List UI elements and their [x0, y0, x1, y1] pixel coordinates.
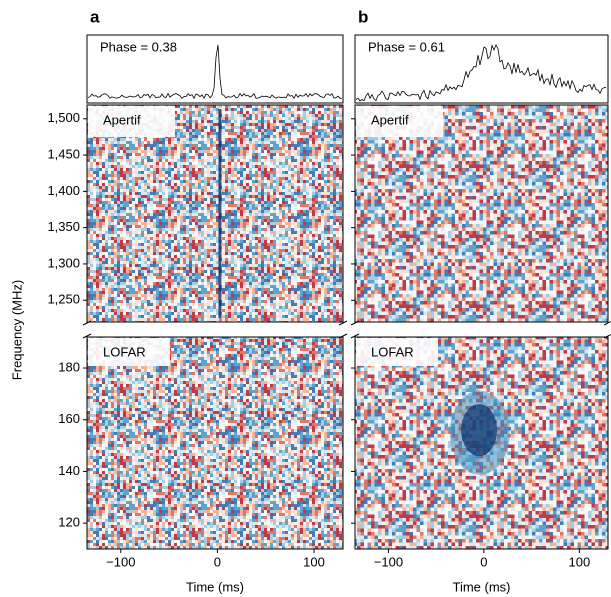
spectrum-background [87, 337, 343, 549]
burst-line [218, 109, 222, 318]
profile-line [355, 43, 607, 102]
inset-label: LOFAR [103, 344, 146, 359]
inset-label-box [356, 338, 438, 366]
y-tick-label: 1,500 [47, 110, 80, 125]
burst-blob-inner [461, 404, 498, 457]
y-tick-label: 120 [58, 515, 80, 530]
axis-break [350, 320, 360, 339]
panel-label: b [358, 7, 368, 26]
y-axis-label: Frequency (MHz) [9, 280, 24, 380]
x-tick-label: 100 [569, 554, 591, 569]
subplot-frame [86, 336, 344, 550]
profile-line [87, 44, 343, 100]
y-tick-label: 180 [58, 359, 80, 374]
x-tick-label: −100 [374, 554, 403, 569]
x-tick-label: −100 [106, 554, 135, 569]
y-tick-label: 1,450 [47, 147, 80, 162]
inset-label: LOFAR [371, 344, 414, 359]
profile-frame [354, 34, 609, 104]
inset-label-box [356, 106, 443, 137]
x-tick-label: 0 [480, 554, 487, 569]
axis-break [603, 320, 611, 339]
spectrum-background [355, 105, 608, 322]
panel-label: a [90, 7, 100, 26]
y-tick-label: 1,300 [47, 255, 80, 270]
phase-annotation: Phase = 0.38 [100, 39, 177, 54]
x-axis-label: Time (ms) [186, 579, 244, 594]
y-tick-label: 1,400 [47, 183, 80, 198]
axis-break [338, 320, 348, 339]
x-tick-label: 100 [303, 554, 325, 569]
x-axis-label: Time (ms) [452, 579, 510, 594]
subplot-frame [354, 104, 609, 323]
x-tick-label: 0 [214, 554, 221, 569]
axis-break [82, 320, 92, 339]
inset-label: Apertif [371, 112, 409, 127]
phase-annotation: Phase = 0.61 [368, 39, 445, 54]
y-tick-label: 140 [58, 463, 80, 478]
inset-label-box [88, 106, 175, 137]
subplot-frame [86, 104, 344, 323]
inset-label-box [88, 338, 170, 366]
y-tick-label: 1,350 [47, 219, 80, 234]
subplot-frame [354, 336, 609, 550]
spectrum-background [87, 105, 343, 322]
y-tick-label: 1,250 [47, 292, 80, 307]
inset-label: Apertif [103, 112, 141, 127]
y-tick-label: 160 [58, 411, 80, 426]
